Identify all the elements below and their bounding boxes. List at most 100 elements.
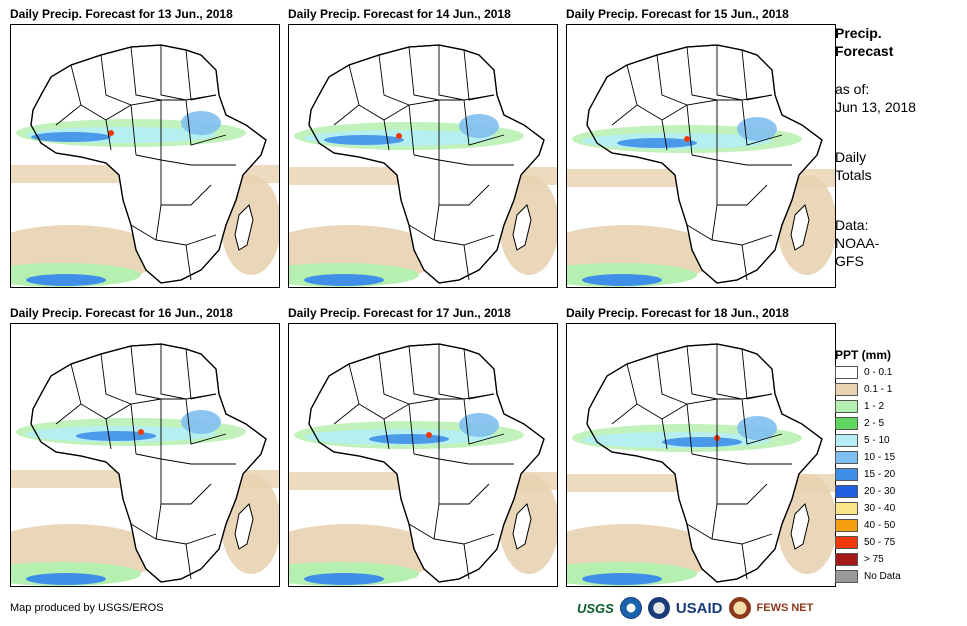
legend-swatch <box>835 468 858 481</box>
legend-swatch <box>835 570 858 583</box>
country-border <box>611 104 638 126</box>
legend-label: 2 - 5 <box>864 418 885 429</box>
country-border <box>413 154 514 166</box>
legend-swatch <box>835 485 858 498</box>
country-border <box>185 398 227 445</box>
country-border <box>408 224 435 241</box>
ethiopia-rain <box>737 117 777 141</box>
legend-item: 15 - 20 <box>835 466 960 483</box>
country-border <box>691 154 792 166</box>
country-border <box>333 403 360 425</box>
sahel-rain-core <box>617 138 697 148</box>
southern-rain-core <box>26 274 106 286</box>
country-border <box>378 54 410 106</box>
country-border <box>333 104 360 126</box>
country-border <box>463 244 470 281</box>
coastline <box>308 343 545 583</box>
country-border <box>135 453 236 465</box>
usgs-logo: USGS <box>577 600 614 616</box>
panel-title: Daily Precip. Forecast for 13 Jun., 2018 <box>10 7 233 21</box>
madagascar-outline <box>234 204 254 251</box>
forecast-map <box>10 24 280 288</box>
country-border <box>155 503 217 545</box>
country-border <box>160 45 187 101</box>
country-border <box>463 398 505 445</box>
as-of-label: as of: <box>835 81 870 97</box>
legend-swatch <box>835 536 858 549</box>
legend-item: 30 - 40 <box>835 500 960 517</box>
country-border <box>130 523 157 540</box>
madagascar-outline <box>512 204 532 251</box>
africa-precip-map <box>289 44 557 287</box>
logo-bar: USGS USAID FEWS NET <box>577 596 813 620</box>
legend-item: No Data <box>835 568 960 585</box>
legend-swatch <box>835 434 858 447</box>
country-border <box>130 104 137 156</box>
legend-label: 0.1 - 1 <box>864 384 893 395</box>
country-border <box>716 459 768 505</box>
country-border <box>130 345 162 400</box>
country-border <box>711 503 773 545</box>
country-border <box>135 154 236 166</box>
legend-item: 0.1 - 1 <box>835 381 960 398</box>
country-border <box>160 459 212 505</box>
country-border <box>691 453 792 465</box>
heavy-rain-spot <box>684 136 690 142</box>
country-border <box>100 54 132 106</box>
credit-text: Map produced by USGS/EROS <box>10 602 164 614</box>
legend-label: 50 - 75 <box>864 537 896 548</box>
data-source: Data: NOAA-GFS <box>835 217 880 269</box>
legend-label: 15 - 20 <box>864 469 896 480</box>
sahel-rain-core <box>31 132 111 142</box>
legend: PPT (mm) 0 - 0.1 0.1 - 1 1 - 2 2 - 5 5 - 10 1… <box>835 346 960 585</box>
legend-swatch <box>835 451 858 464</box>
forecast-panel-5: Daily Precip. Forecast for 17 Jun., 2018 <box>288 305 558 587</box>
country-border <box>716 344 743 400</box>
country-border <box>383 119 390 151</box>
side-title: Precip. Forecast <box>835 25 894 59</box>
country-border <box>413 453 514 465</box>
heavy-rain-spot <box>138 429 144 435</box>
legend-item: 0 - 0.1 <box>835 364 960 381</box>
ethiopia-rain <box>737 416 777 440</box>
legend-label: 1 - 2 <box>864 401 885 412</box>
legend-label: 0 - 0.1 <box>864 367 893 378</box>
ethiopia-rain <box>459 114 499 138</box>
forecast-map <box>288 24 558 288</box>
panel-title: Daily Precip. Forecast for 16 Jun., 2018 <box>10 306 233 320</box>
legend-item: 1 - 2 <box>835 398 960 415</box>
forecast-map <box>566 24 836 288</box>
country-border <box>611 403 638 425</box>
legend-swatch <box>835 553 858 566</box>
fews-globe-icon <box>728 597 751 619</box>
country-border <box>130 46 162 101</box>
africa-precip-map <box>11 343 279 586</box>
forecast-panel-6: Daily Precip. Forecast for 18 Jun., 2018 <box>566 305 836 587</box>
forecast-panel-4: Daily Precip. Forecast for 16 Jun., 2018 <box>10 305 280 587</box>
africa-precip-map <box>289 343 557 586</box>
sahel-rain-core <box>369 434 449 444</box>
country-border <box>686 523 713 540</box>
country-border <box>130 224 157 241</box>
legend-item: 20 - 30 <box>835 483 960 500</box>
country-border <box>408 345 440 400</box>
country-border <box>741 244 748 281</box>
forecast-map <box>10 323 280 587</box>
panel-title: Daily Precip. Forecast for 14 Jun., 2018 <box>288 7 511 21</box>
forecast-panel-1: Daily Precip. Forecast for 13 Jun., 2018 <box>10 6 280 288</box>
legend-swatch <box>835 519 858 532</box>
country-border <box>408 403 415 455</box>
country-border <box>55 104 82 126</box>
country-border <box>686 46 718 101</box>
coastline <box>30 343 267 583</box>
country-border <box>408 523 435 540</box>
country-border <box>656 54 688 106</box>
legend-label: 5 - 10 <box>864 435 890 446</box>
panel-title: Daily Precip. Forecast for 15 Jun., 2018 <box>566 7 789 21</box>
country-border <box>433 204 495 246</box>
country-border <box>408 104 415 156</box>
country-border <box>661 119 668 151</box>
legend-item: 2 - 5 <box>835 415 960 432</box>
country-border <box>463 543 470 580</box>
southern-rain-core <box>582 274 662 286</box>
